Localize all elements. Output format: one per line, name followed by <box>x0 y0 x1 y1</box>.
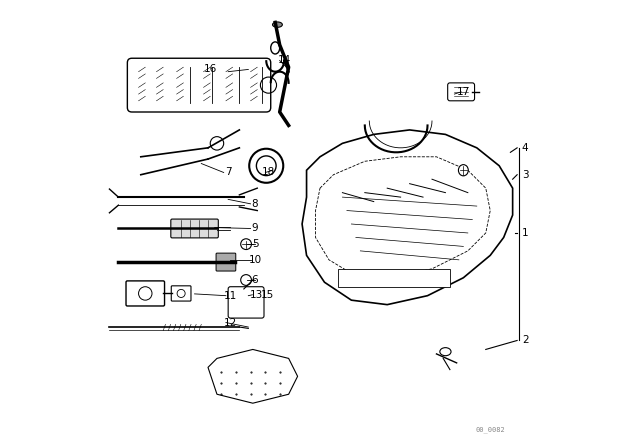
Text: 11: 11 <box>224 291 237 301</box>
Text: 3: 3 <box>522 170 529 180</box>
Text: 10: 10 <box>248 255 262 265</box>
Text: 5: 5 <box>252 239 259 249</box>
Text: 13: 13 <box>250 290 263 300</box>
Text: 6: 6 <box>252 275 259 285</box>
Text: 15: 15 <box>260 290 274 300</box>
Text: 2: 2 <box>522 336 529 345</box>
Text: 18: 18 <box>262 168 275 177</box>
Text: 12: 12 <box>224 318 237 327</box>
Ellipse shape <box>458 165 468 176</box>
Text: 1: 1 <box>522 228 529 238</box>
Text: 16: 16 <box>204 65 217 74</box>
Text: 4: 4 <box>522 143 529 153</box>
FancyBboxPatch shape <box>216 253 236 271</box>
Text: 17: 17 <box>457 87 470 97</box>
Text: 9: 9 <box>252 224 259 233</box>
FancyBboxPatch shape <box>171 219 218 238</box>
Ellipse shape <box>273 22 282 27</box>
Text: 14: 14 <box>278 56 291 65</box>
Text: 00_0082: 00_0082 <box>476 427 505 433</box>
Bar <box>338 269 450 287</box>
Text: 8: 8 <box>252 199 259 209</box>
Text: 7: 7 <box>225 168 232 177</box>
